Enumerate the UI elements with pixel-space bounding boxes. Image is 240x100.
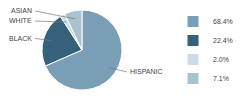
svg-text:2.0%: 2.0%: [213, 56, 229, 63]
svg-text:68.4%: 68.4%: [213, 18, 233, 25]
svg-text:BLACK: BLACK: [9, 35, 32, 42]
svg-text:7.1%: 7.1%: [213, 75, 229, 82]
svg-text:WHITE: WHITE: [9, 17, 32, 24]
svg-text:HISPANIC: HISPANIC: [130, 68, 163, 75]
svg-text:ASIAN: ASIAN: [11, 7, 32, 14]
svg-text:22.4%: 22.4%: [213, 37, 233, 44]
